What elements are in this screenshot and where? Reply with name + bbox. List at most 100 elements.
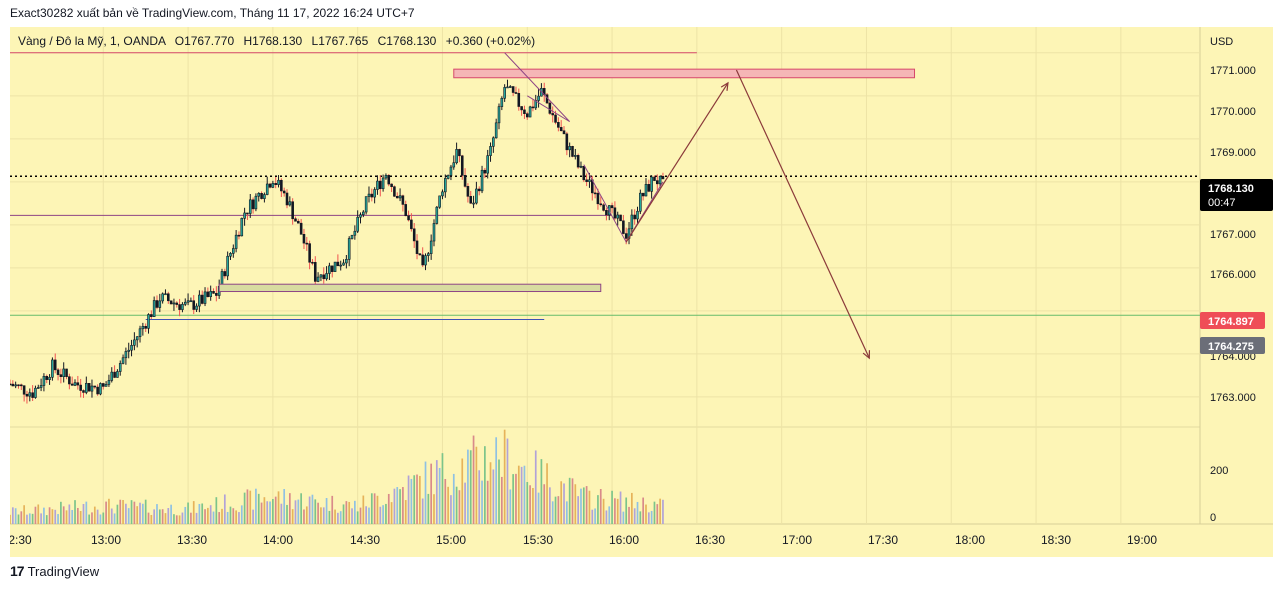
volume-bar-218 [625, 497, 628, 524]
volume-bar-80 [235, 510, 237, 524]
candle-48 [144, 323, 147, 332]
volume-bar-60 [178, 515, 181, 524]
candle-body-196 [562, 130, 566, 135]
volume-bar-38 [116, 504, 119, 524]
volume-bar-148 [427, 493, 430, 524]
candle-10 [36, 384, 40, 389]
candle-171 [492, 136, 495, 153]
candle-body-195 [559, 127, 563, 132]
candle-body-119 [345, 259, 348, 264]
candle-42 [127, 342, 131, 359]
candle-68 [200, 290, 204, 305]
candle-112 [325, 266, 328, 281]
candle-20 [65, 368, 68, 380]
volume-bar-131 [379, 506, 382, 524]
candle-body-159 [458, 149, 461, 157]
candle-196 [562, 126, 566, 135]
volume-bar-214 [614, 498, 616, 524]
volume-pane[interactable] [10, 427, 1200, 524]
volume-bar-25 [79, 511, 82, 524]
candle-body-118 [342, 262, 345, 266]
candle-body-85 [248, 199, 252, 214]
candle-body-22 [70, 383, 74, 386]
candle-body-154 [444, 178, 447, 193]
candle-body-227 [650, 176, 653, 192]
candle-121 [350, 234, 354, 240]
candle-body-230 [658, 176, 662, 185]
support-zone [218, 283, 602, 293]
volume-bar-212 [608, 506, 611, 524]
candle-87 [254, 193, 258, 212]
volume-bar-216 [619, 491, 622, 524]
candle-body-80 [234, 234, 238, 249]
candle-body-73 [215, 292, 218, 296]
price-label-1763: 1763.000 [1210, 392, 1256, 404]
volume-bar-5 [23, 505, 25, 524]
candle-body-192 [551, 113, 554, 116]
chart-area[interactable]: Vàng / Đô la Mỹ, 1, OANDA O1767.770 H176… [8, 27, 1273, 557]
candle-body-61 [181, 303, 184, 310]
candle-body-200 [574, 155, 577, 157]
candle-14 [48, 374, 51, 385]
volume-bar-147 [424, 461, 427, 524]
volume-bar-172 [495, 437, 498, 524]
candle-body-160 [460, 155, 464, 176]
candle-168 [483, 167, 487, 179]
volume-bar-211 [605, 510, 608, 524]
candle-body-183 [525, 113, 529, 118]
volume-bar-193 [554, 496, 557, 524]
volume-bar-189 [543, 484, 546, 524]
candle-body-105 [305, 242, 309, 245]
volume-bar-208 [597, 495, 599, 524]
volume-bar-36 [110, 508, 113, 524]
candle-126 [364, 196, 368, 215]
candle-69 [203, 287, 207, 307]
candle-body-141 [407, 215, 410, 221]
candle-body-213 [610, 205, 614, 209]
volume-bar-129 [373, 493, 376, 524]
time-axis-bg[interactable] [10, 524, 1273, 557]
volume-bar-15 [51, 509, 54, 524]
candle-201 [576, 153, 580, 169]
price-label-1766: 1766.000 [1210, 269, 1256, 281]
candle-153 [441, 189, 444, 200]
volume-bar-127 [368, 507, 370, 524]
candle-12 [42, 373, 46, 392]
volume-bar-222 [636, 501, 639, 524]
grid [10, 27, 1200, 524]
candle-body-166 [477, 188, 481, 192]
volume-bar-161 [464, 482, 466, 524]
candle-138 [398, 188, 402, 202]
price-chart[interactable]: Vàng / Đô la Mỹ, 1, OANDA O1767.770 H176… [8, 27, 1273, 557]
candle-body-45 [135, 336, 139, 341]
volume-bar-56 [167, 508, 170, 524]
candle-132 [381, 174, 385, 192]
volume-bar-57 [170, 504, 172, 524]
candle-body-93 [271, 183, 275, 188]
price-axis-bg[interactable] [1200, 27, 1273, 524]
candle-body-164 [472, 202, 475, 205]
volume-bar-29 [91, 512, 93, 524]
volume-bar-177 [509, 489, 512, 524]
candle-17 [56, 368, 60, 381]
price-pane[interactable] [10, 27, 1200, 427]
drawings[interactable] [218, 52, 916, 360]
volume-bar-44 [133, 501, 136, 524]
volume-bar-95 [277, 491, 280, 524]
candle-body-217 [622, 220, 625, 234]
candle-body-151 [435, 206, 439, 224]
candle-body-182 [523, 109, 526, 114]
candle-body-205 [588, 179, 591, 182]
volume-bar-72 [212, 511, 215, 524]
candle-226 [647, 179, 651, 193]
candle-125 [362, 210, 365, 218]
volume-bar-157 [452, 473, 455, 524]
candle-155 [446, 174, 450, 180]
volume-bar-204 [585, 486, 588, 524]
candle-223 [639, 189, 642, 215]
candle-body-70 [206, 291, 210, 297]
volume-bar-201 [577, 496, 579, 524]
candle-body-32 [99, 383, 102, 395]
candle-body-156 [449, 166, 453, 176]
candle-body-38 [116, 371, 119, 378]
